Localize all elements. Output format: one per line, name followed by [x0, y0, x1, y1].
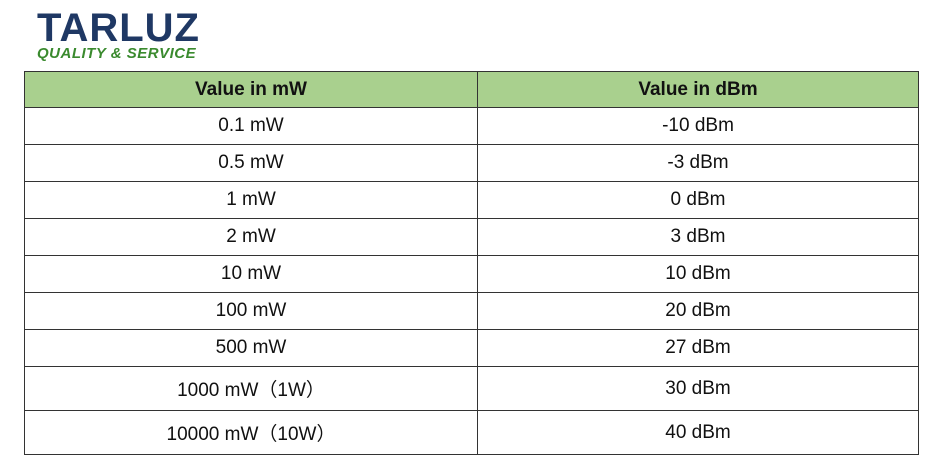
table-cell: 0.1 mW — [24, 107, 478, 145]
table-row: 10000 mW（10W） 40 dBm — [24, 410, 919, 455]
table-row: 0.5 mW -3 dBm — [24, 144, 919, 182]
table-cell: -3 dBm — [477, 144, 919, 182]
table-cell: 10 mW — [24, 255, 478, 293]
table-cell: 0.5 mW — [24, 144, 478, 182]
table-cell: 27 dBm — [477, 329, 919, 367]
table-row: 500 mW 27 dBm — [24, 329, 919, 367]
table-cell: 3 dBm — [477, 218, 919, 256]
logo: TARLUZ — [37, 6, 200, 50]
table-row: 0.1 mW -10 dBm — [24, 107, 919, 145]
table-row: 2 mW 3 dBm — [24, 218, 919, 256]
tagline: QUALITY & SERVICE — [37, 45, 197, 62]
table-cell: 500 mW — [24, 329, 478, 367]
table-cell: 10 dBm — [477, 255, 919, 293]
table-cell: 30 dBm — [477, 366, 919, 411]
table-row: 10 mW 10 dBm — [24, 255, 919, 293]
table-cell: 100 mW — [24, 292, 478, 330]
table-cell: 0 dBm — [477, 181, 919, 219]
conversion-table: Value in mW Value in dBm 0.1 mW -10 dBm 0.… — [24, 71, 919, 455]
table-cell: 40 dBm — [477, 410, 919, 455]
table-cell: 1000 mW（1W） — [24, 366, 478, 411]
column-header: Value in mW — [24, 71, 478, 108]
header-row: Value in mW Value in dBm — [24, 71, 919, 108]
table-row: 1000 mW（1W） 30 dBm — [24, 366, 919, 411]
table-cell: 20 dBm — [477, 292, 919, 330]
table-cell: 1 mW — [24, 181, 478, 219]
table-cell: 2 mW — [24, 218, 478, 256]
table-cell: -10 dBm — [477, 107, 919, 145]
column-header: Value in dBm — [477, 71, 919, 108]
table-cell: 10000 mW（10W） — [24, 410, 478, 455]
table-row: 100 mW 20 dBm — [24, 292, 919, 330]
table-body: 0.1 mW -10 dBm 0.5 mW -3 dBm 1 mW 0 dBm 2 mW 3 … — [24, 107, 919, 455]
table-row: 1 mW 0 dBm — [24, 181, 919, 219]
